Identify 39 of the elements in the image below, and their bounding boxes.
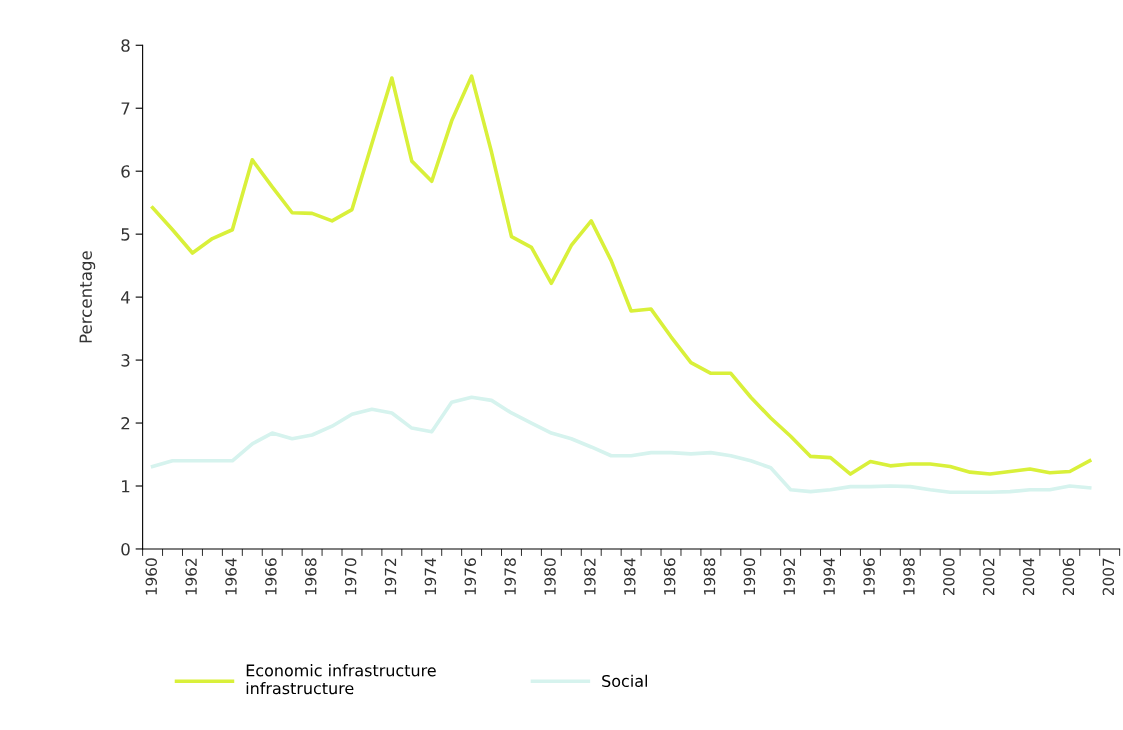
y-tick-label: 8 — [121, 39, 130, 52]
x-tick-label: 1984 — [624, 558, 636, 595]
x-tick-label: 1990 — [743, 558, 756, 595]
x-tick-label: 2004 — [1022, 558, 1035, 596]
y-axis-title: Percentage — [79, 251, 96, 343]
x-tick-label: 1960 — [145, 558, 158, 595]
y-tick-label: 1 — [122, 480, 130, 493]
y-tick-label: 7 — [121, 102, 130, 115]
x-tick-label: 1964 — [225, 558, 237, 595]
x-tick-label: 1988 — [703, 558, 716, 595]
x-tick-label: 1980 — [544, 558, 556, 595]
x-tick-label: 1982 — [584, 558, 596, 595]
x-tick-label: 1976 — [464, 558, 477, 595]
x-tick-label: 1992 — [783, 558, 796, 595]
y-tick-label: 2 — [121, 417, 130, 430]
x-tick-label: 1972 — [384, 558, 397, 595]
y-tick-label: 4 — [121, 291, 130, 304]
x-tick-label: 1970 — [344, 558, 357, 595]
x-tick-label: 1962 — [185, 558, 197, 595]
x-tick-label: 2000 — [943, 558, 955, 596]
y-tick-label: 0 — [121, 542, 130, 556]
x-tick-label: 1974 — [424, 558, 437, 595]
x-tick-label: 2006 — [1062, 558, 1075, 596]
x-tick-label: 1968 — [304, 558, 317, 595]
x-tick-label: 1996 — [863, 558, 875, 595]
line-series — [150, 74, 1092, 476]
legend-label: Economic infrastructure infrastructure — [246, 664, 436, 695]
x-tick-label: 1994 — [823, 558, 835, 595]
x-tick-label: 1978 — [504, 558, 516, 595]
y-tick-label: 6 — [121, 165, 130, 178]
y-tick-label: 5 — [121, 228, 130, 241]
x-tick-label: 2002 — [982, 558, 995, 596]
x-tick-label: 1986 — [663, 558, 676, 595]
y-tick-label: 3 — [121, 354, 130, 367]
legend-label: Social — [602, 674, 647, 688]
x-tick-label: 2007 — [1102, 558, 1115, 596]
line-series — [150, 395, 1092, 495]
x-tick-label: 1998 — [903, 558, 915, 595]
x-tick-label: 1966 — [265, 558, 277, 595]
